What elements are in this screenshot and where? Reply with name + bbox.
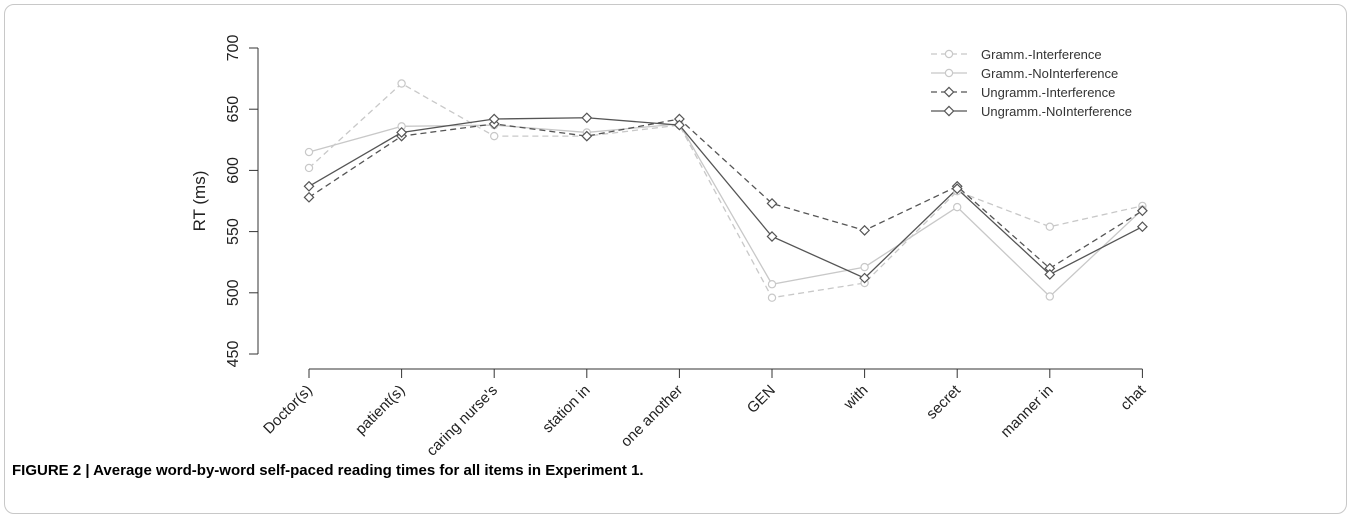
data-point (581, 112, 593, 124)
x-tick-label: GEN (744, 382, 779, 417)
legend-label: Gramm.-Interference (981, 47, 1102, 62)
y-tick-label: 500 (225, 279, 242, 306)
data-point (304, 147, 314, 157)
data-point (303, 180, 315, 192)
data-point (581, 130, 593, 142)
data-point (1045, 292, 1055, 301)
legend-label: Gramm.-NoInterference (981, 66, 1118, 81)
data-point (766, 231, 778, 242)
legend-marker (944, 49, 954, 59)
data-point (397, 79, 406, 88)
chart-legend: Gramm.-Interference Gramm.-NoInterference… (931, 47, 1132, 119)
data-point (951, 183, 963, 195)
data-point (953, 202, 962, 212)
data-point (303, 191, 315, 203)
data-point (1044, 268, 1056, 280)
series-line (308, 82, 1143, 299)
y-axis-title: RT (ms) (190, 171, 209, 232)
data-point (767, 280, 777, 289)
legend-marker (944, 68, 954, 78)
data-point (1136, 221, 1148, 233)
data-point (859, 224, 871, 236)
series-line (308, 118, 1143, 270)
x-tick-label: secret (923, 381, 964, 422)
y-tick-label: 550 (225, 218, 242, 245)
series-line (308, 117, 1143, 279)
legend-label: Ungramm.-Interference (981, 85, 1115, 100)
legend-marker (943, 86, 955, 98)
data-point (1045, 222, 1055, 231)
y-tick-label: 700 (225, 35, 242, 62)
y-tick-label: 650 (225, 96, 242, 123)
data-point (490, 131, 499, 141)
data-point (488, 113, 500, 125)
y-tick-label: 450 (225, 341, 242, 368)
figure-caption: FIGURE 2 | Average word-by-word self-pac… (12, 462, 644, 479)
x-tick-label: one another (618, 382, 687, 451)
caption-label: FIGURE 2 | (12, 462, 94, 479)
series-markers (303, 79, 1148, 302)
caption-text: Average word-by-word self-paced reading … (93, 462, 644, 479)
series-lines (308, 82, 1143, 299)
figure-frame (4, 4, 1347, 514)
data-point (1136, 205, 1148, 217)
x-tick-label: manner in (997, 382, 1056, 441)
legend-label: Ungramm.-NoInterference (981, 104, 1132, 119)
data-point (396, 127, 408, 138)
data-point (859, 272, 871, 284)
data-point (673, 119, 685, 131)
data-point (304, 163, 314, 173)
x-tick-label: chat (1117, 381, 1150, 414)
y-tick-label: 600 (225, 157, 242, 184)
data-point (766, 197, 778, 209)
x-tick-label: station in (539, 382, 593, 436)
data-point (767, 293, 777, 302)
x-tick-label: Doctor(s) (260, 382, 316, 438)
x-tick-label: caring nurse's (423, 382, 501, 460)
x-tick-label: with (840, 382, 872, 414)
legend-marker (943, 105, 955, 117)
data-point (860, 262, 869, 272)
x-tick-label: patient(s) (352, 382, 408, 438)
